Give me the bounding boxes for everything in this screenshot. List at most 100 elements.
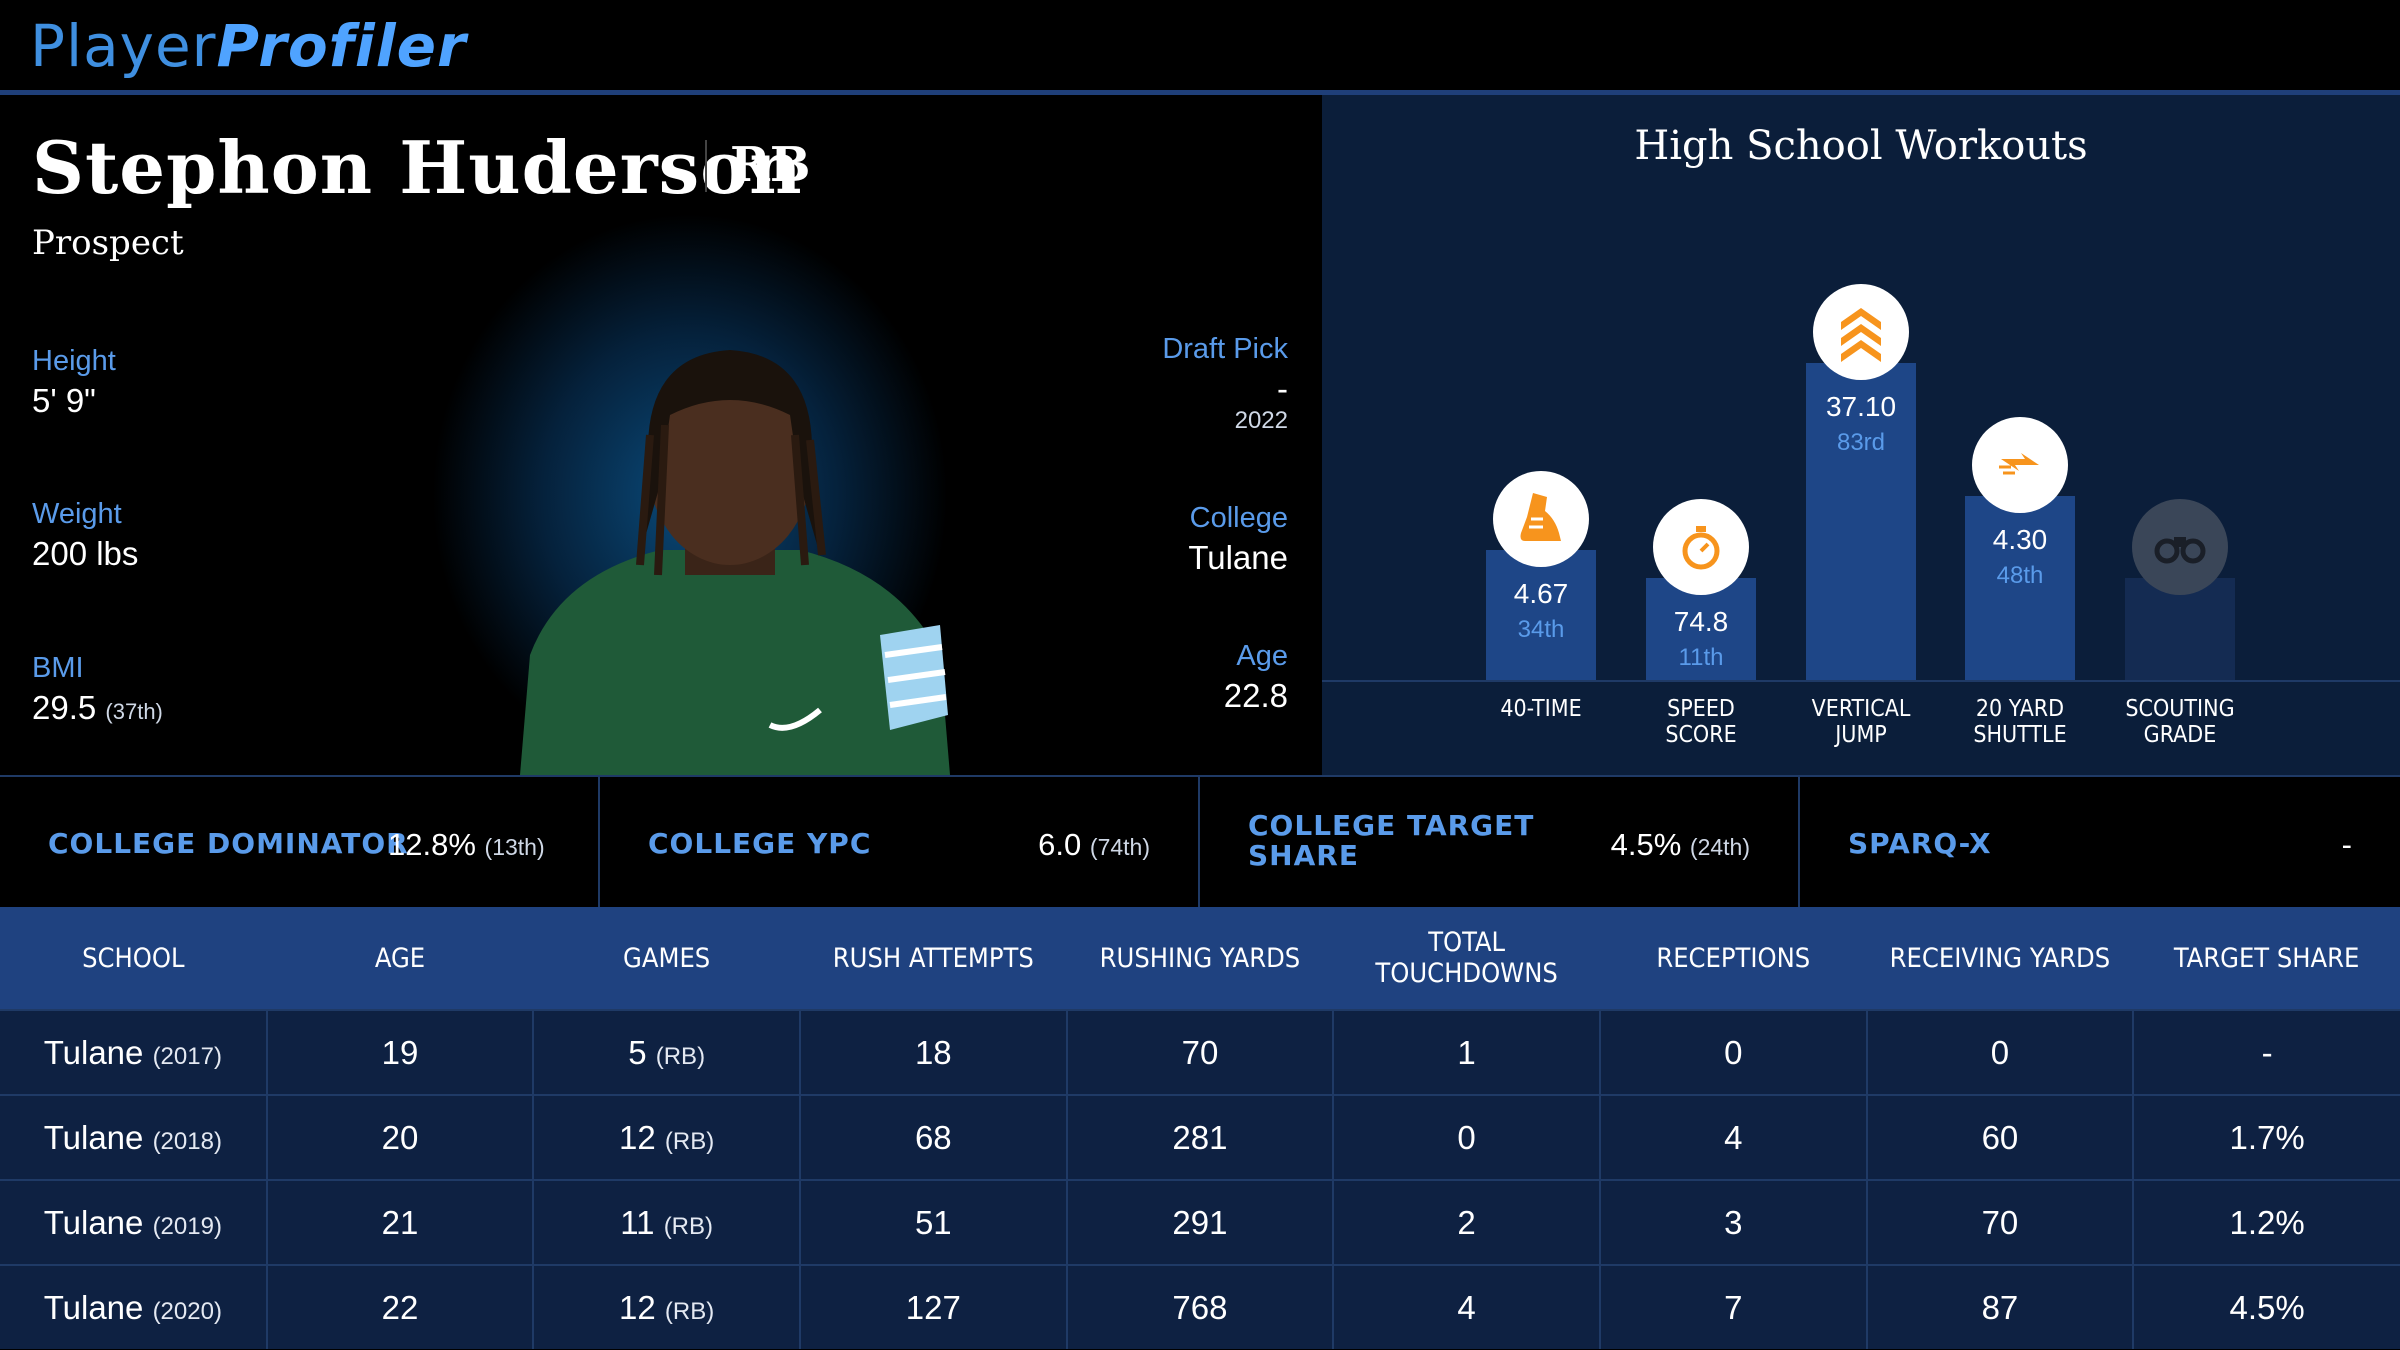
player-name: Stephon Huderson [32,125,803,210]
workouts-title: High School Workouts [1634,123,2088,169]
college-label: College [1189,502,1288,534]
school-name: Tulane [43,1033,144,1071]
cell-target-share: 1.2% [2133,1179,2400,1265]
bmi-value: 29.5 (37th) [32,689,163,727]
workout-label-line1: SCOUTING [2125,696,2235,722]
workout-bar-40-time[interactable]: 4.67 34th [1486,550,1596,680]
metric-college-dominator[interactable]: COLLEGE DOMINATOR 12.8% (13th) [0,777,600,907]
table-row: Tulane (2018) 20 12 (RB) 68 281 0 4 60 1… [0,1094,2400,1180]
workout-label-line2: JUMP [1835,722,1887,748]
table-header-row: SCHOOL AGE GAMES RUSH ATTEMPTS RUSHING Y… [0,907,2400,1010]
workout-bar-scouting-grade[interactable] [2125,578,2235,680]
cell-target-share: 4.5% [2133,1264,2400,1349]
metric-value: - [2341,827,2352,862]
table-row: Tulane (2020) 22 12 (RB) 127 768 4 7 87 … [0,1264,2400,1349]
cell-rush-attempts: 68 [799,1094,1068,1180]
cell-receptions: 0 [1599,1009,1868,1095]
cell-school: Tulane (2018) [0,1094,268,1180]
metric-label: COLLEGE YPC [648,827,872,860]
column-header-receiving-yards[interactable]: RECEIVING YARDS [1866,907,2134,1010]
player-status: Prospect [32,223,184,263]
brand-part-2: Profiler [216,12,467,80]
cell-games: 12 (RB) [533,1094,801,1180]
player-card: Stephon Huderson RB Prospect Height 5' 9… [0,95,1320,775]
workout-value: 74.8 [1673,606,1729,637]
stopwatch-icon [1653,499,1749,595]
workout-label-line1: 40-TIME [1500,696,1582,722]
column-header-school[interactable]: SCHOOL [0,907,267,1010]
games-position: (RB) [664,1297,715,1325]
school-year: (2020) [152,1297,222,1325]
workout-bar-speed-score[interactable]: 74.8 11th [1646,578,1756,680]
metric-rank: (74th) [1089,834,1150,860]
metric-number: 4.5% [1610,827,1682,862]
draft-pick-label: Draft Pick [1162,333,1288,365]
column-header-age[interactable]: AGE [266,907,534,1010]
cell-rushing-yards: 70 [1066,1009,1335,1095]
school-year: (2018) [152,1127,222,1155]
metric-college-ypc[interactable]: COLLEGE YPC 6.0 (74th) [600,777,1200,907]
workout-label-speed-score: SPEED SCORE [1626,696,1776,748]
lightning-arrows-icon [1972,417,2068,513]
metric-sparq-x[interactable]: SPARQ-X - [1800,777,2400,907]
workout-value: 4.67 [1513,578,1569,609]
workout-label-20-yard-shuttle: 20 YARD SHUTTLE [1945,696,2095,748]
column-header-rushing-yards[interactable]: RUSHING YARDS [1066,907,1334,1010]
workout-bar-vertical-jump[interactable]: 37.10 83rd [1806,363,1916,680]
cell-target-share: - [2133,1009,2400,1095]
workout-label-40-time: 40-TIME [1466,696,1616,722]
metric-college-target-share[interactable]: COLLEGE TARGET SHARE 4.5% (24th) [1200,777,1800,907]
school-year: (2019) [152,1212,222,1240]
college-metrics: COLLEGE DOMINATOR 12.8% (13th) COLLEGE Y… [0,775,2400,909]
metric-value: 12.8% (13th) [388,827,545,863]
cell-age: 19 [266,1009,535,1095]
workout-label-line1: SPEED [1667,696,1735,722]
column-header-target-share[interactable]: TARGET SHARE [2133,907,2400,1010]
metric-value: 6.0 (74th) [1038,827,1150,863]
table-row: Tulane (2017) 19 5 (RB) 18 70 1 0 0 - [0,1009,2400,1095]
cell-rush-attempts: 51 [799,1179,1068,1265]
cell-target-share: 1.7% [2133,1094,2400,1180]
draft-year: 2022 [1234,407,1288,434]
workout-value: 4.30 [1992,524,2048,555]
age-value: 22.8 [1223,677,1288,714]
college-value: Tulane [1188,539,1288,576]
workout-rank: 48th [1996,562,2044,589]
table-row: Tulane (2019) 21 11 (RB) 51 291 2 3 70 1… [0,1179,2400,1265]
cell-age: 21 [266,1179,535,1265]
cell-receiving-yards: 60 [1866,1094,2135,1180]
metric-label: SPARQ-X [1848,827,1992,860]
metric-number: 6.0 [1038,827,1082,862]
running-shoe-icon [1493,471,1589,567]
cell-games: 5 (RB) [533,1009,801,1095]
player-position: RB [730,137,811,193]
column-header-receptions[interactable]: RECEPTIONS [1599,907,1867,1010]
workout-bar-20-yard-shuttle[interactable]: 4.30 48th [1965,496,2075,680]
workout-label-line1: 20 YARD [1975,696,2065,722]
games-position: (RB) [664,1127,715,1155]
school-year: (2017) [152,1042,222,1070]
workout-label-line2: SHUTTLE [1973,722,2067,748]
column-header-total-touchdowns[interactable]: TOTAL TOUCHDOWNS [1333,907,1600,1010]
games-count: 12 [619,1288,656,1326]
games-count: 12 [619,1118,656,1156]
cell-total-touchdowns: 0 [1333,1094,1601,1180]
brand-logo[interactable]: PlayerProfiler [30,12,467,80]
school-name: Tulane [43,1288,144,1326]
player-photo [520,350,950,775]
weight-value: 200 lbs [32,535,139,572]
cell-games: 12 (RB) [533,1264,801,1349]
metric-label: COLLEGE DOMINATOR [48,827,409,860]
metric-value: 4.5% (24th) [1611,827,1750,863]
column-header-rush-attempts[interactable]: RUSH ATTEMPTS [799,907,1067,1010]
workout-label-scouting-grade: SCOUTING GRADE [2105,696,2255,748]
cell-age: 20 [266,1094,535,1180]
workout-value: 37.10 [1825,391,1897,422]
workout-rank: 11th [1678,644,1724,671]
workout-label-line1: VERTICAL [1811,696,1911,722]
bmi-rank: (37th) [105,699,163,724]
metric-number: 12.8% [388,827,476,862]
metric-rank: (24th) [1689,834,1750,860]
column-header-games[interactable]: GAMES [533,907,800,1010]
cell-total-touchdowns: 1 [1333,1009,1601,1095]
